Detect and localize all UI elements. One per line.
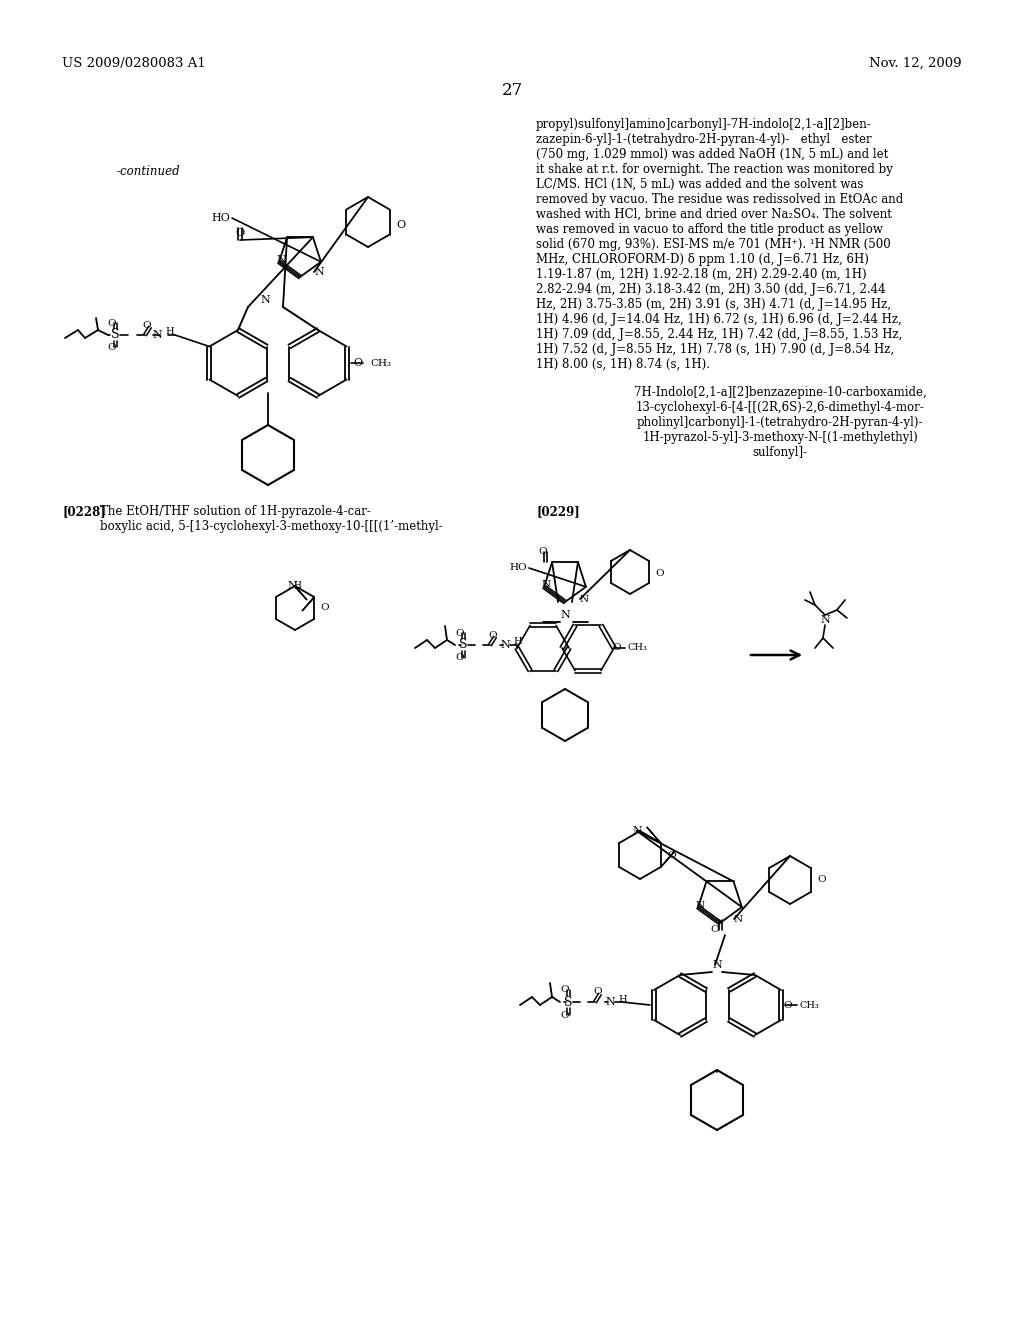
Text: N: N (712, 960, 722, 970)
Text: O: O (353, 358, 362, 368)
Text: S: S (459, 639, 467, 652)
Text: O: O (711, 925, 719, 935)
Text: O: O (655, 569, 664, 578)
Text: O: O (783, 1001, 793, 1010)
Text: N: N (820, 615, 829, 624)
Text: CH₃: CH₃ (800, 1001, 820, 1010)
Text: O: O (456, 628, 464, 638)
Text: O: O (236, 228, 245, 238)
Text: H: H (513, 638, 521, 647)
Text: O: O (319, 603, 329, 612)
Text: 7H-Indolo[2,1-a][2]benzazepine-10-carboxamide,
13-cyclohexyl-6-[4-[[(2R,6S)-2,6-: 7H-Indolo[2,1-a][2]benzazepine-10-carbox… (634, 385, 927, 459)
Text: O: O (612, 644, 622, 652)
Text: N: N (560, 610, 570, 620)
Text: N: N (153, 330, 162, 341)
Text: S: S (111, 329, 119, 342)
Text: propyl)sulfonyl]amino]carbonyl]-7H-indolo[2,1-a][2]ben-
zazepin-6-yl]-1-(tetrahy: propyl)sulfonyl]amino]carbonyl]-7H-indol… (536, 117, 903, 371)
Text: O: O (108, 342, 117, 351)
Text: O: O (488, 631, 498, 639)
Text: HO: HO (509, 564, 527, 573)
Text: N: N (734, 915, 743, 924)
Text: O: O (456, 653, 464, 663)
Text: H: H (165, 327, 174, 337)
Text: 27: 27 (502, 82, 522, 99)
Text: N: N (632, 826, 642, 836)
Text: N: N (314, 267, 324, 277)
Text: N: N (260, 294, 270, 305)
Text: H: H (618, 994, 627, 1003)
Text: Nov. 12, 2009: Nov. 12, 2009 (869, 57, 962, 70)
Text: N: N (605, 997, 614, 1007)
Text: CH₃: CH₃ (627, 644, 647, 652)
Polygon shape (295, 586, 307, 601)
Text: O: O (594, 987, 602, 997)
Text: H: H (293, 582, 301, 590)
Text: N: N (695, 900, 705, 909)
Text: O: O (817, 875, 825, 884)
Polygon shape (647, 828, 660, 843)
Text: N: N (500, 640, 510, 649)
Text: O: O (561, 1011, 569, 1019)
Text: N: N (276, 255, 286, 265)
Text: [0228]: [0228] (62, 506, 105, 517)
Text: O: O (539, 548, 547, 557)
Text: O: O (667, 850, 676, 859)
Text: O: O (142, 321, 152, 330)
Text: O: O (561, 986, 569, 994)
Text: US 2009/0280083 A1: US 2009/0280083 A1 (62, 57, 206, 70)
Text: CH₃: CH₃ (370, 359, 391, 367)
Text: The EtOH/THF solution of 1H-pyrazole-4-car-
boxylic acid, 5-[13-cyclohexyl-3-met: The EtOH/THF solution of 1H-pyrazole-4-c… (100, 506, 442, 533)
Text: O: O (108, 318, 117, 327)
Text: N: N (580, 594, 589, 603)
Text: [0229]: [0229] (536, 506, 580, 517)
Text: S: S (564, 995, 572, 1008)
Polygon shape (302, 597, 314, 611)
Text: -continued: -continued (116, 165, 180, 178)
Text: N: N (287, 581, 297, 591)
Polygon shape (660, 851, 675, 867)
Text: HO: HO (211, 213, 230, 223)
Text: O: O (396, 220, 406, 230)
Text: N: N (542, 581, 551, 589)
